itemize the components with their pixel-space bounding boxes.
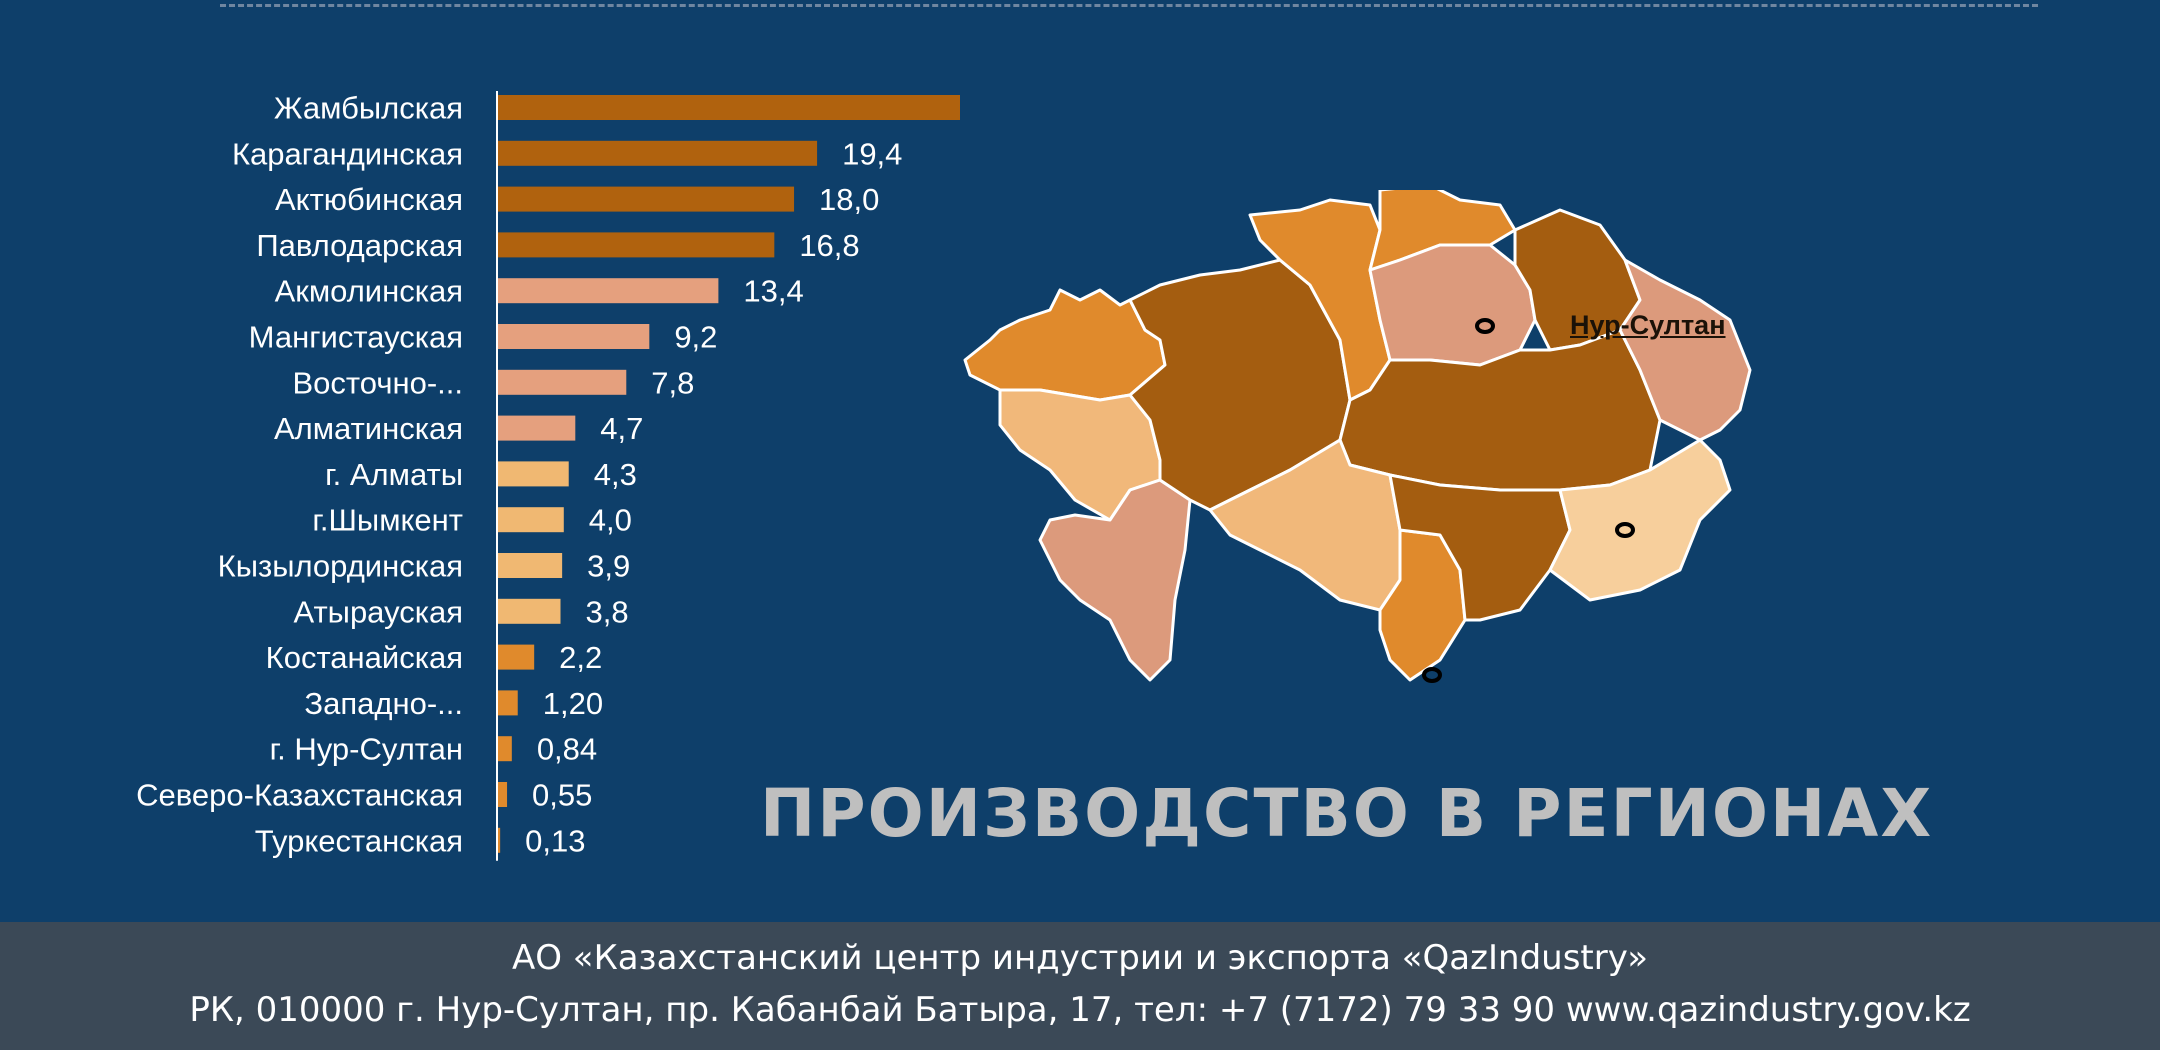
top-dashed-rule xyxy=(220,4,2038,7)
value-label: 4,7 xyxy=(600,411,643,446)
map-region-zhambyl xyxy=(1388,473,1572,622)
category-label: Восточно-... xyxy=(293,365,464,400)
kazakhstan-map: Нур-Султан xyxy=(960,183,2010,750)
bar xyxy=(498,827,501,853)
category-label: Павлодарская xyxy=(256,228,463,263)
category-label: Западно-... xyxy=(304,686,463,721)
value-label: 3,8 xyxy=(586,594,629,629)
category-label: Туркестанская xyxy=(255,823,463,858)
bar xyxy=(498,598,561,624)
value-label: 4,3 xyxy=(594,457,637,492)
map-region-almaty xyxy=(1548,438,1732,602)
value-label: 9,2 xyxy=(674,320,717,355)
value-label: 7,8 xyxy=(651,365,694,400)
category-label: Костанайская xyxy=(266,640,463,675)
map-region-east-kazakhstan xyxy=(1618,258,1752,442)
bar xyxy=(498,95,960,120)
value-label: 13,4 xyxy=(743,274,803,309)
bar xyxy=(498,369,627,395)
category-label: Атырауская xyxy=(293,594,463,629)
value-label: 3,9 xyxy=(587,549,630,584)
bar xyxy=(498,415,576,441)
footer-address: РК, 010000 г. Нур-Султан, пр. Кабанбай Б… xyxy=(189,990,1971,1030)
value-label: 0,13 xyxy=(525,823,585,858)
bar xyxy=(498,232,775,258)
value-label: 19,4 xyxy=(842,136,902,171)
category-label: Мангистауская xyxy=(249,320,463,355)
bar xyxy=(498,507,564,533)
value-label: 2,2 xyxy=(559,640,602,675)
category-label: Жамбылская xyxy=(274,91,463,126)
category-label: Северо-Казахстанская xyxy=(136,778,463,813)
value-label: 1,20 xyxy=(543,686,603,721)
bar xyxy=(498,782,508,807)
map-marker-shymkent xyxy=(1422,667,1442,683)
map-marker-nur-sultan xyxy=(1475,318,1495,334)
category-label: Акмолинская xyxy=(275,274,463,309)
value-label: 0,84 xyxy=(537,732,597,767)
bar xyxy=(498,140,818,166)
map-marker-almaty xyxy=(1615,522,1635,538)
category-label: Кызылординская xyxy=(218,549,463,584)
bar xyxy=(498,278,719,304)
category-label: г. Алматы xyxy=(325,457,463,492)
bar xyxy=(498,690,518,716)
map-region-akmola xyxy=(1368,243,1537,367)
footer-company: АО «Казахстанский центр индустрии и эксп… xyxy=(511,938,1649,978)
category-label: г.Шымкент xyxy=(312,503,463,538)
bar xyxy=(498,736,512,762)
category-label: Актюбинская xyxy=(275,182,463,217)
map-city-label: Нур-Султан xyxy=(1570,310,1726,340)
value-label: 0,55 xyxy=(532,778,592,813)
bar-chart: Жамбылская53,2Карагандинская19,4Актюбинс… xyxy=(136,91,960,861)
bar xyxy=(498,553,563,578)
map-region-mangistau xyxy=(1038,478,1192,682)
value-label: 4,0 xyxy=(589,503,632,538)
value-label: 16,8 xyxy=(799,228,859,263)
bar xyxy=(498,461,569,487)
value-label: 18,0 xyxy=(819,182,879,217)
footer: АО «Казахстанский центр индустрии и эксп… xyxy=(0,922,2160,1050)
bar xyxy=(498,186,795,212)
chart-title: ПРОИЗВОДСТВО В РЕГИОНАХ xyxy=(760,775,1934,852)
bar xyxy=(498,644,535,670)
category-label: Карагандинская xyxy=(232,136,463,171)
category-label: г. Нур-Султан xyxy=(270,732,463,767)
category-label: Алматинская xyxy=(274,411,463,446)
bar xyxy=(498,324,650,349)
map-svg xyxy=(963,183,1752,683)
